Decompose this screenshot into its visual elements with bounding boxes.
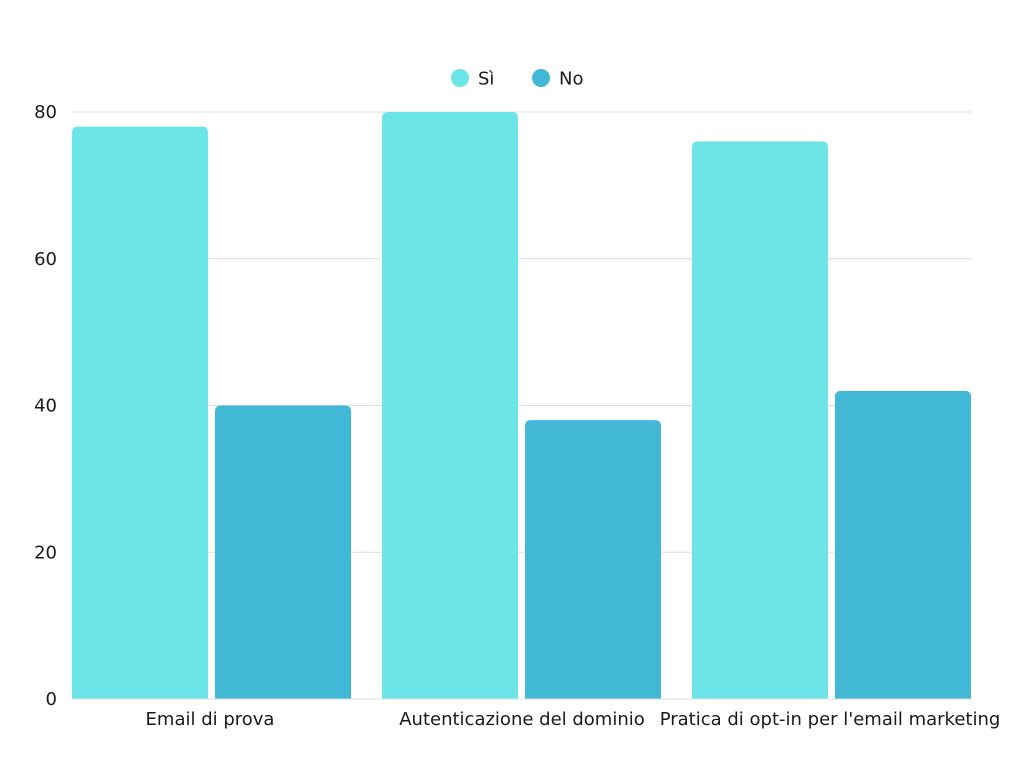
y-tick-label: 40	[34, 396, 57, 417]
y-axis: 0 20 40 60 80	[34, 102, 57, 710]
x-category-label: Email di prova	[146, 709, 275, 730]
y-tick-label: 20	[34, 542, 57, 563]
legend-label: Sì	[478, 69, 494, 90]
bar-no-1	[525, 420, 661, 699]
bar-si-1	[382, 112, 518, 699]
y-tick-label: 60	[34, 249, 57, 270]
bar-si-2	[692, 141, 828, 700]
legend-swatch	[532, 69, 550, 87]
legend-swatch	[451, 69, 469, 87]
bar-no-2	[835, 390, 971, 699]
y-tick-label: 0	[46, 689, 57, 710]
bar-no-0	[215, 405, 351, 699]
legend: Sì No	[451, 69, 583, 90]
legend-label: No	[559, 69, 583, 90]
x-category-label: Autenticazione del dominio	[399, 709, 645, 730]
x-category-label: Pratica di opt-in per l'email marketing	[660, 709, 1001, 730]
x-axis: Email di prova Autenticazione del dominio…	[72, 698, 1001, 730]
y-tick-label: 80	[34, 102, 57, 123]
bars	[72, 112, 971, 700]
bar-si-0	[72, 126, 208, 700]
